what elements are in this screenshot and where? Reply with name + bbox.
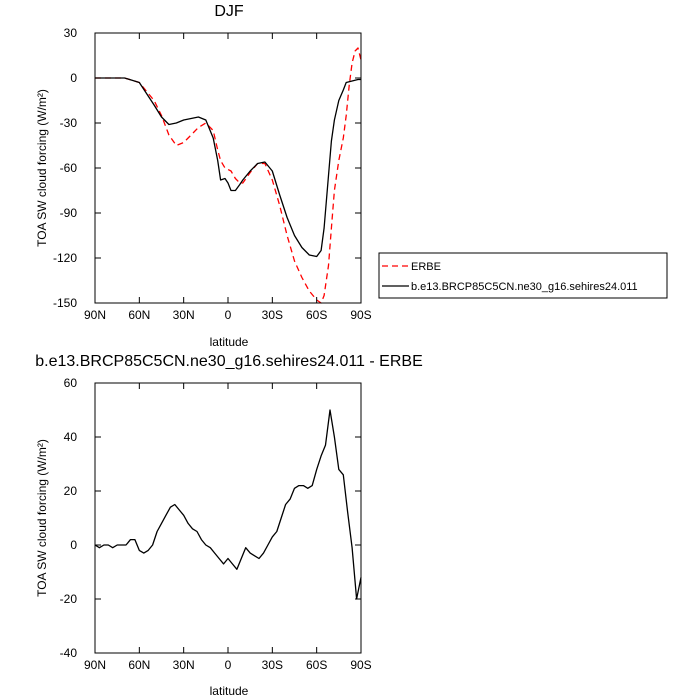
y-tick-label: -120 [53,251,77,265]
series-line-b-e13-brcp85c5cn-ne30-g16-sehires24-011 [95,77,361,258]
y-tick-label: 0 [70,538,77,552]
x-tick-label: 60N [128,308,150,322]
plot-frame [94,382,362,654]
x-tick-label: 30N [173,308,195,322]
x-tick-label: 60S [306,658,327,672]
y-tick-label: 40 [64,430,78,444]
x-tick-label: 60N [128,658,150,672]
chart-title-djf: DJF [214,3,244,20]
x-tick-label: 30S [262,308,283,322]
y-tick-label: 0 [70,71,77,85]
legend-frame [378,252,668,299]
x-tick-label: 90N [84,658,106,672]
y-axis-label: TOA SW cloud forcing (W/m²) [35,439,49,597]
y-tick-label: -30 [60,116,78,130]
difference-panel: b.e13.BRCP85C5CN.ne30_g16.sehires24.011 … [35,353,423,698]
legend-label-model: b.e13.BRCP85C5CN.ne30_g16.sehires24.011 [411,281,638,293]
series-line-erbe [95,47,362,304]
x-tick-label: 60S [306,308,327,322]
legend-label-erbe: ERBE [411,261,441,273]
x-tick-label: 90S [350,308,371,322]
x-tick-label: 90S [350,658,371,672]
y-tick-label: 30 [64,26,78,40]
y-tick-label: -150 [53,296,77,310]
legend: ERBE b.e13.BRCP85C5CN.ne30_g16.sehires24… [378,252,668,299]
x-tick-label: 0 [225,658,232,672]
y-axis-label: TOA SW cloud forcing (W/m²) [35,89,49,247]
x-axis-label: latitude [210,335,249,349]
y-tick-label: 20 [64,484,78,498]
chart-title-difference: b.e13.BRCP85C5CN.ne30_g16.sehires24.011 … [35,353,423,370]
plot-frame [94,32,362,304]
y-tick-label: -20 [60,592,78,606]
series-line-difference [94,409,362,600]
x-tick-label: 30S [262,658,283,672]
x-tick-label: 90N [84,308,106,322]
y-tick-label: -90 [60,206,78,220]
x-tick-label: 0 [225,308,232,322]
djf-panel: DJF 90N 60N 30N 0 30S 60S 90S 30 0 -30 -60 -90 -120 -… [35,3,668,349]
x-axis-label: latitude [210,684,249,698]
y-tick-label: -40 [60,646,78,660]
x-tick-label: 30N [173,658,195,672]
y-tick-label: -60 [60,161,78,175]
y-tick-label: 60 [64,376,78,390]
